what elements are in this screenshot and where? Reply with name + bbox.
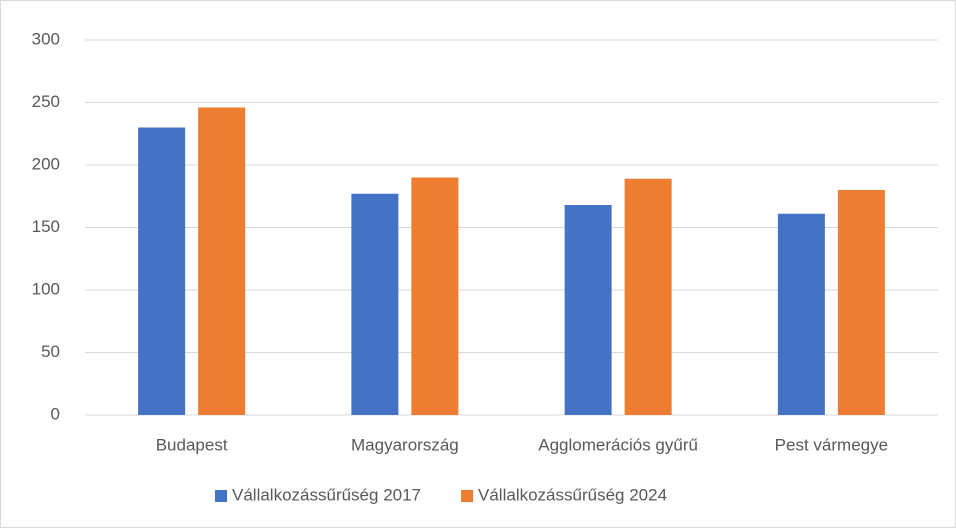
bar [837, 190, 885, 415]
x-tick-label: Agglomerációs gyűrű [538, 435, 698, 454]
bar [777, 213, 825, 415]
x-tick-label: Pest vármegye [775, 435, 888, 454]
x-tick-label: Magyarország [351, 435, 459, 454]
bar [564, 205, 612, 415]
y-tick-label: 50 [41, 342, 60, 361]
y-tick-label: 150 [32, 217, 60, 236]
legend-label: Vállalkozássűrűség 2024 [478, 485, 667, 504]
bar [351, 193, 399, 415]
bar [624, 178, 672, 415]
y-tick-label: 300 [32, 29, 60, 48]
legend-label: Vállalkozássűrűség 2017 [232, 485, 421, 504]
bar [138, 127, 186, 415]
y-tick-label: 0 [51, 404, 60, 423]
y-tick-label: 100 [32, 279, 60, 298]
bar [198, 107, 246, 415]
y-tick-label: 200 [32, 154, 60, 173]
bar [411, 177, 459, 415]
x-tick-label: Budapest [156, 435, 228, 454]
legend-swatch [461, 490, 474, 502]
y-tick-label: 250 [32, 92, 60, 111]
legend-swatch [215, 490, 227, 502]
